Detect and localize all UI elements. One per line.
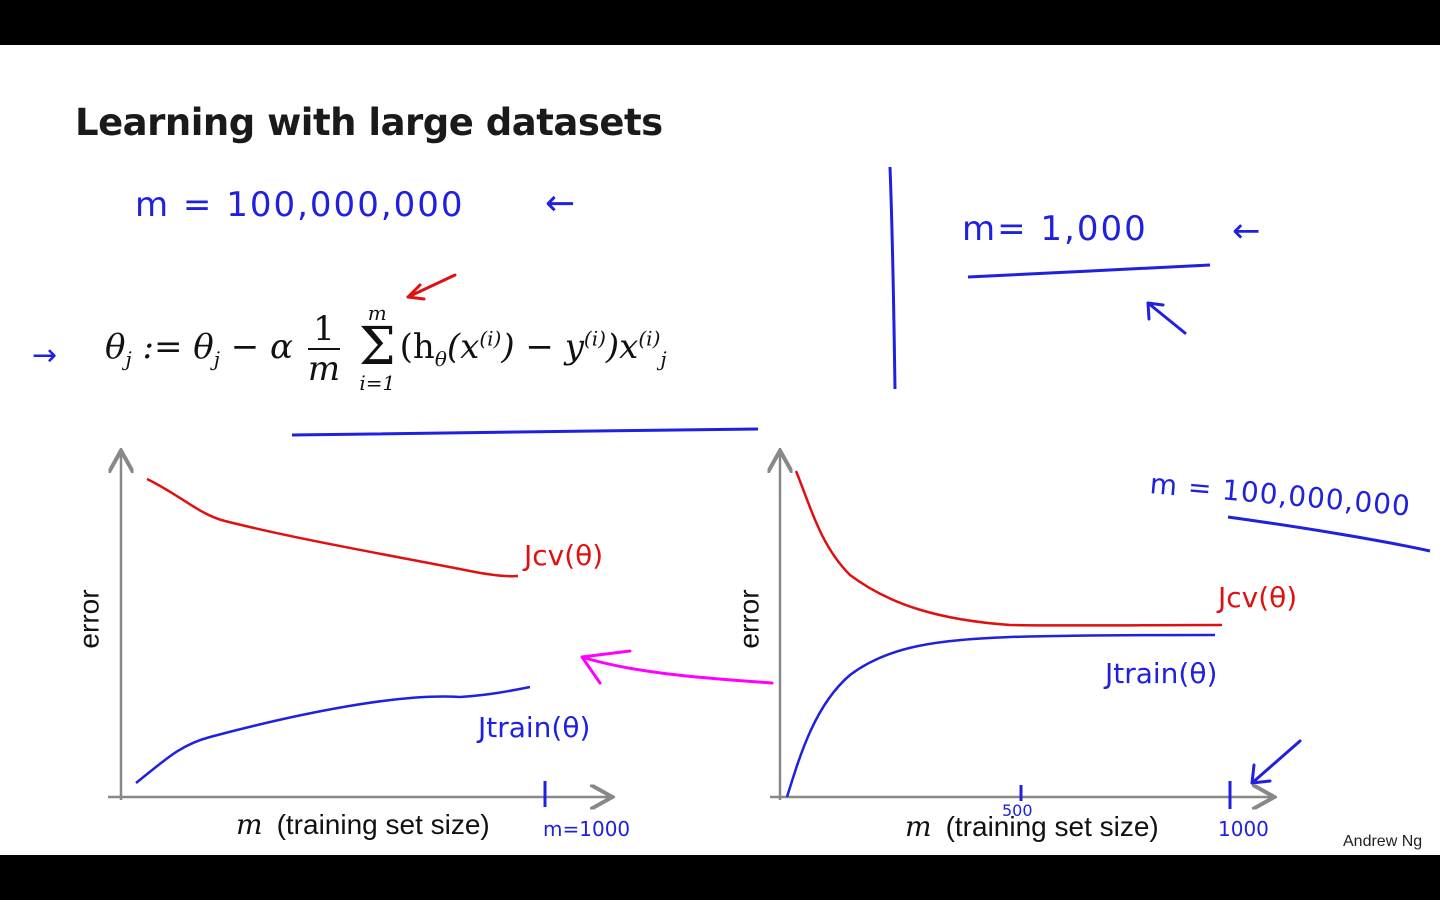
vertical-divider	[888, 166, 897, 390]
formula-theta: θ	[105, 327, 126, 367]
left-x-axis-label: m (training set size)	[236, 808, 490, 841]
gradient-descent-formula: θj := θj − α 1 m m Σ i=1 (hθ(x(i)) − y(i…	[105, 303, 667, 395]
right-train-label: Jtrain(θ)	[1105, 657, 1218, 690]
right-tick-1000: 1000	[1218, 817, 1269, 841]
left-y-axis-label: error	[73, 589, 105, 649]
m-small-annotation: m= 1,000	[962, 209, 1148, 249]
x-axis-variable: m	[236, 808, 263, 841]
left-cv-curve	[146, 477, 519, 578]
m-small-underline	[967, 263, 1211, 279]
formula-assign: := θ	[131, 327, 214, 367]
right-tick-500: 500	[1002, 801, 1033, 820]
formula-part: (i)	[479, 326, 502, 351]
slide-title: Learning with large datasets	[75, 101, 663, 144]
formula-body: (hθ(x(i)) − y(i))x(i)j	[399, 326, 667, 371]
left-train-curve	[135, 685, 531, 784]
x-axis-variable: m	[905, 810, 932, 843]
right-x-axis-label: m (training set size)	[905, 810, 1159, 843]
left-cv-label: Jcv(θ)	[524, 539, 604, 572]
formula-part: (i)	[638, 326, 661, 351]
sum-upper-limit: m	[367, 301, 387, 325]
m-right-underline	[1227, 515, 1431, 553]
right-y-axis-label: error	[733, 589, 765, 649]
sigma-symbol: Σ	[358, 317, 396, 377]
formula-part: ) − y	[501, 327, 584, 367]
slide: Learning with large datasets m = 100,000…	[0, 45, 1440, 855]
m-large-annotation: m = 100,000,000	[135, 185, 465, 225]
left-tick-note: m=1000	[543, 817, 631, 841]
formula-fraction: 1 m	[307, 310, 341, 389]
fraction-denominator: m	[307, 349, 341, 389]
right-cv-label: Jcv(θ)	[1218, 581, 1298, 614]
left-train-label: Jtrain(θ)	[478, 711, 591, 744]
formula-summation: m Σ i=1	[359, 303, 396, 395]
formula-minus-alpha: − α	[219, 327, 293, 367]
left-arrow-annotation-2: ←	[1232, 211, 1261, 251]
right-cv-curve	[794, 470, 1223, 627]
red-arrow-annotation	[406, 273, 457, 301]
formula-sub: j	[125, 346, 132, 371]
x-axis-text: (training set size)	[276, 809, 490, 840]
right-arrow-annotation: →	[32, 338, 58, 373]
drawing-layer	[108, 166, 1431, 855]
formula-part: θ	[434, 346, 447, 371]
formula-part: (x	[446, 327, 480, 367]
down-arrow-annotation	[1250, 739, 1302, 785]
formula-part: j	[660, 346, 667, 371]
left-arrow-annotation: ←	[545, 183, 576, 224]
formula-sub: j	[213, 346, 220, 371]
formula-part: )x	[605, 327, 639, 367]
formula-part: (h	[399, 327, 435, 367]
magenta-arrow	[580, 649, 774, 685]
x-axis-text: (training set size)	[945, 811, 1159, 842]
right-train-curve	[785, 633, 1216, 798]
formula-underline	[291, 427, 759, 437]
up-arrow-annotation	[1146, 301, 1187, 335]
formula-part: (i)	[583, 326, 606, 351]
sum-lower-limit: i=1	[359, 371, 396, 395]
fraction-numerator: 1	[307, 310, 341, 350]
author-credit: Andrew Ng	[1343, 833, 1423, 850]
